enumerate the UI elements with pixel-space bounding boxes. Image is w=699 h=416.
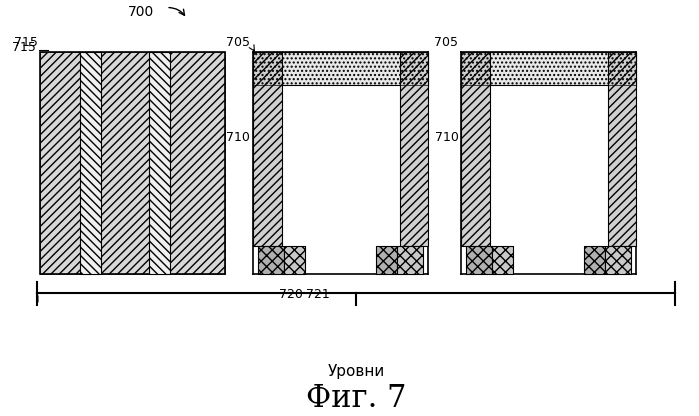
FancyBboxPatch shape xyxy=(466,246,492,274)
FancyBboxPatch shape xyxy=(284,246,305,274)
FancyBboxPatch shape xyxy=(605,246,631,274)
FancyBboxPatch shape xyxy=(41,52,225,274)
FancyBboxPatch shape xyxy=(492,246,513,274)
FancyBboxPatch shape xyxy=(376,246,397,274)
FancyBboxPatch shape xyxy=(461,52,636,85)
FancyBboxPatch shape xyxy=(400,52,428,246)
FancyBboxPatch shape xyxy=(258,246,284,274)
Text: 715: 715 xyxy=(13,36,38,49)
FancyBboxPatch shape xyxy=(608,52,636,246)
Text: Уровни: Уровни xyxy=(328,364,385,379)
Text: Фиг. 7: Фиг. 7 xyxy=(306,383,407,414)
FancyBboxPatch shape xyxy=(397,246,424,274)
Text: 720: 720 xyxy=(279,287,303,300)
FancyBboxPatch shape xyxy=(253,52,282,246)
FancyBboxPatch shape xyxy=(461,52,489,246)
Text: 705: 705 xyxy=(434,36,459,49)
Text: 715: 715 xyxy=(12,41,36,54)
Text: 721: 721 xyxy=(305,287,329,300)
Text: 700: 700 xyxy=(128,5,154,19)
FancyBboxPatch shape xyxy=(253,52,428,85)
FancyBboxPatch shape xyxy=(149,52,170,274)
FancyBboxPatch shape xyxy=(80,52,101,274)
FancyBboxPatch shape xyxy=(584,246,605,274)
Text: 705: 705 xyxy=(226,36,250,49)
Text: 710: 710 xyxy=(226,131,250,144)
Text: 710: 710 xyxy=(435,131,459,144)
